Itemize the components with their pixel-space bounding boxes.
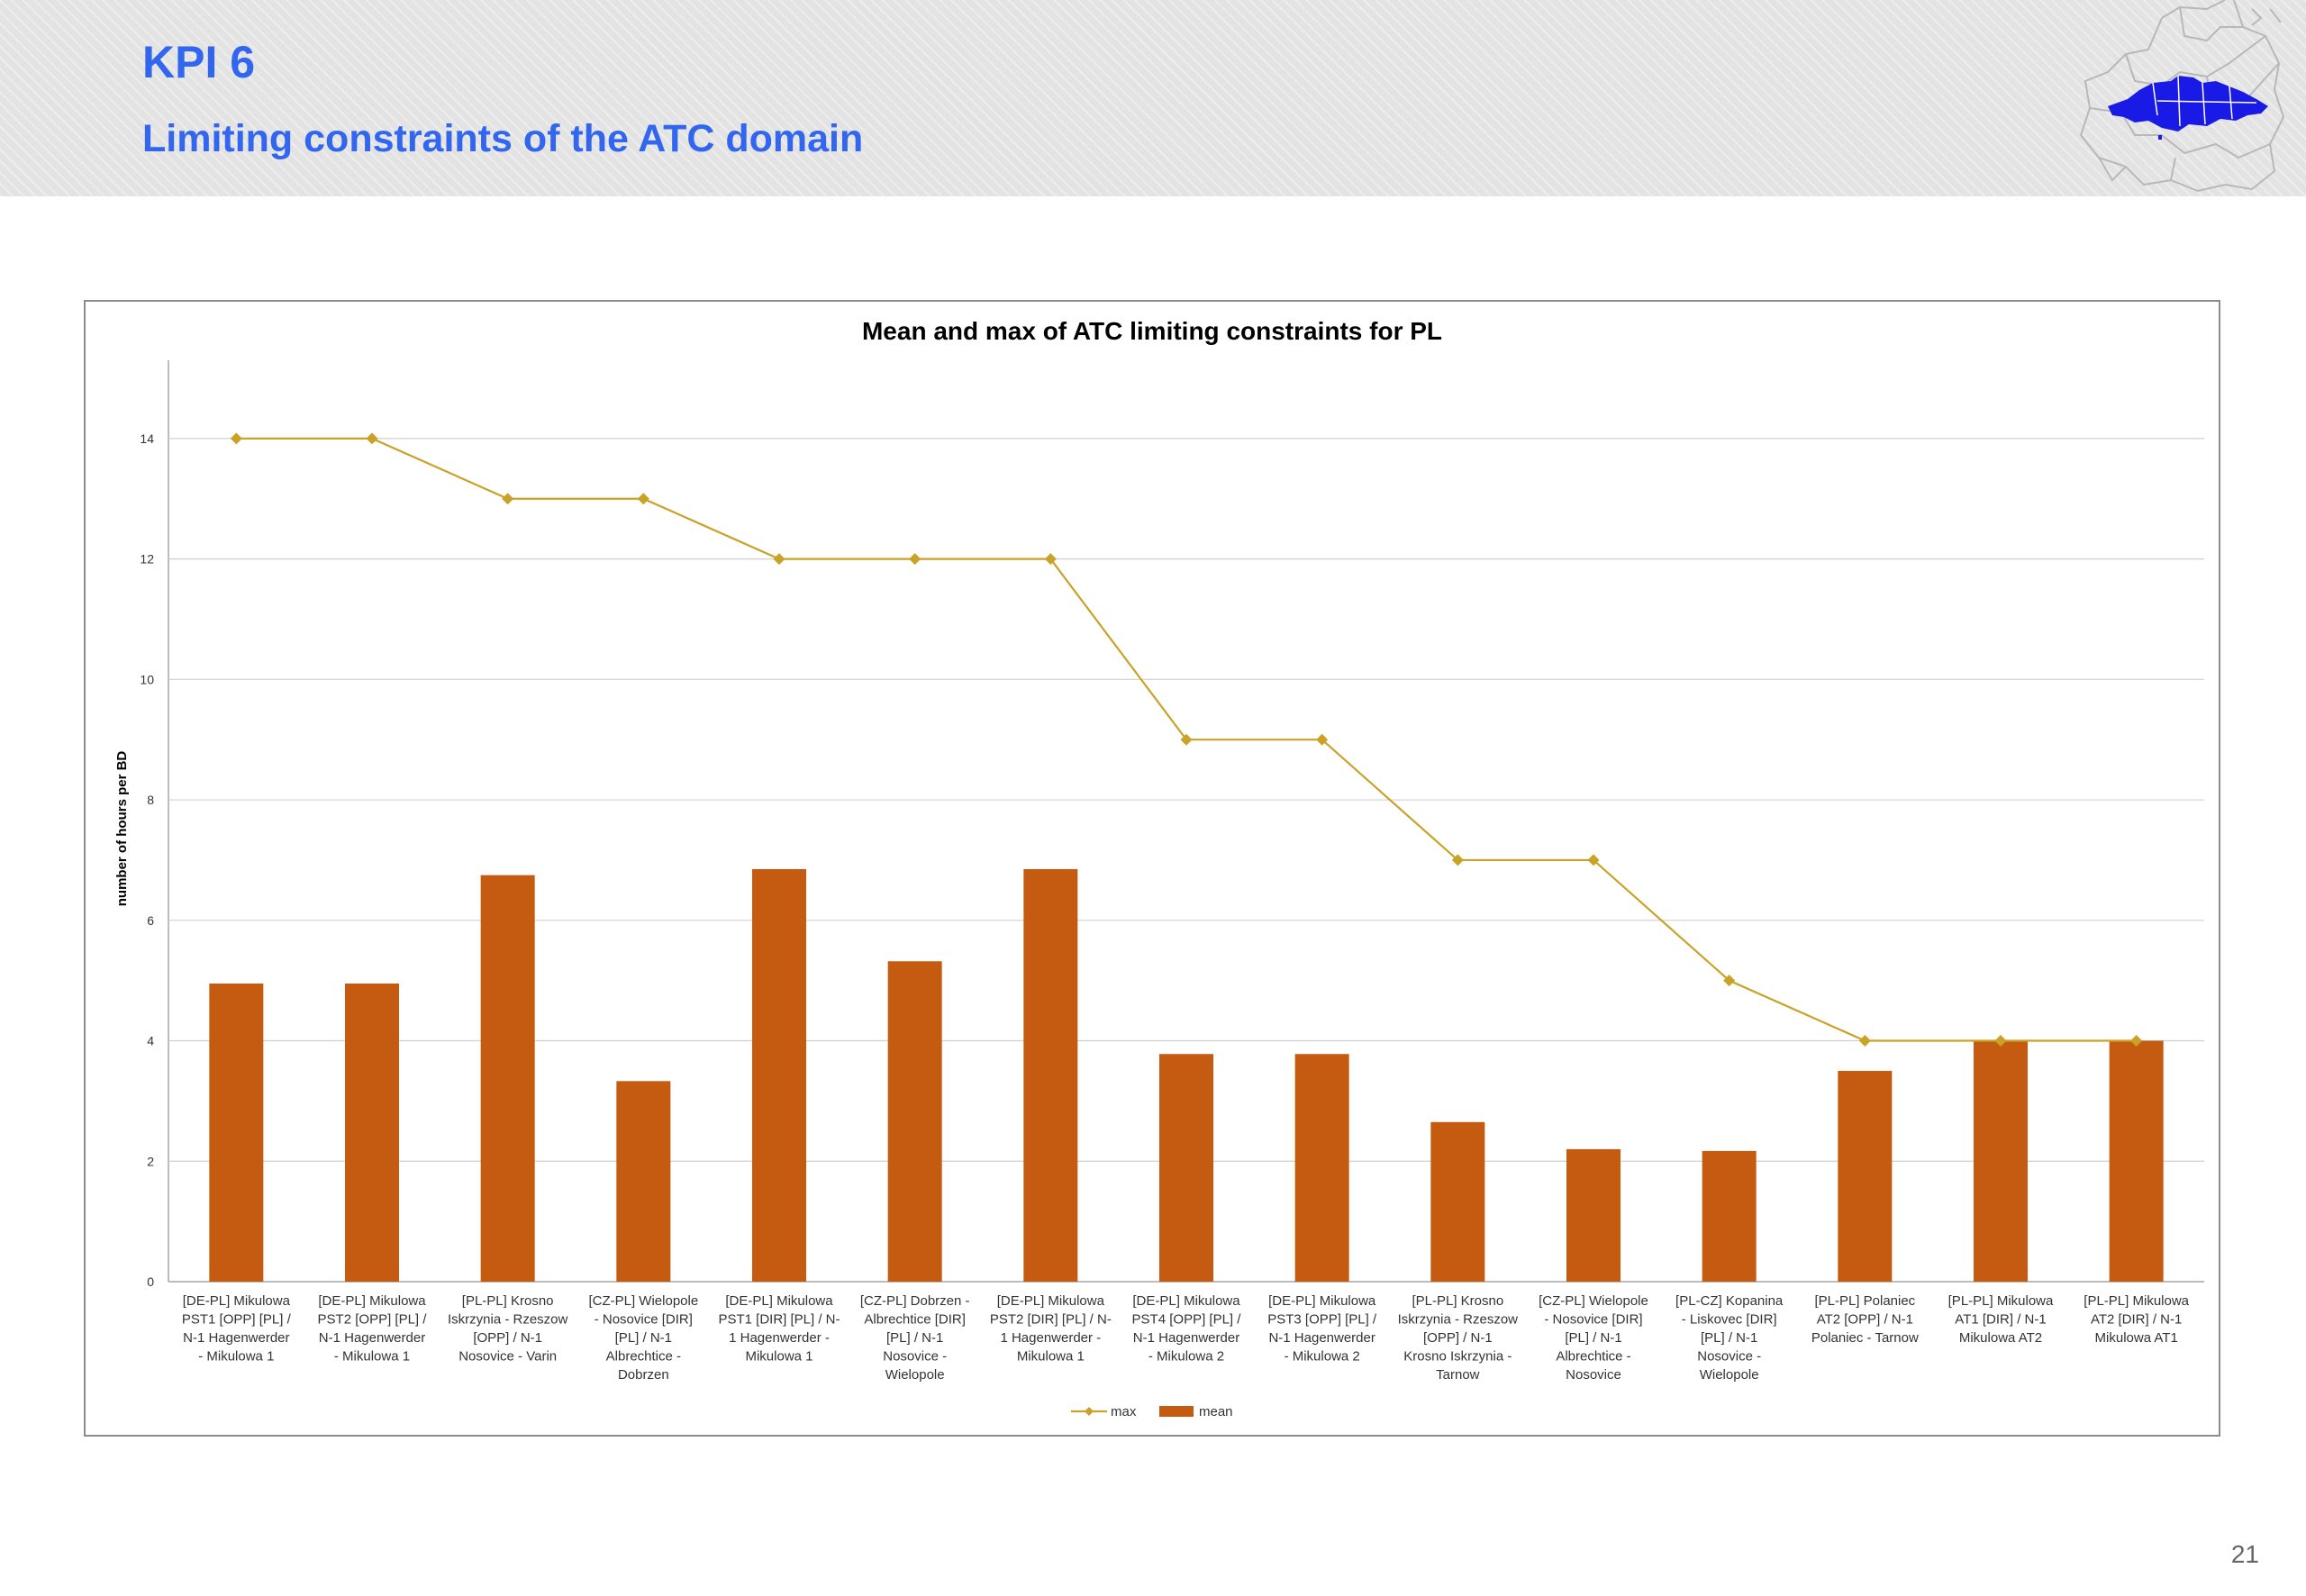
bar-mean <box>2109 1040 2164 1282</box>
marker-max <box>1723 975 1736 987</box>
line-layer <box>230 432 2143 1047</box>
bar-mean <box>1974 1040 2028 1282</box>
bar-mean <box>1159 1054 1213 1282</box>
marker-max <box>1316 733 1329 746</box>
bar-mean <box>752 868 806 1282</box>
y-tick-label: 6 <box>147 913 154 928</box>
marker-max <box>1180 733 1193 746</box>
y-tick-label: 2 <box>147 1154 154 1168</box>
x-tick-label: [DE-PL] Mikulowa PST2 [OPP] [PL] / N-1 Hag… <box>318 1293 428 1365</box>
legend-mean-label: mean <box>1199 1404 1233 1419</box>
x-tick-label: [DE-PL] Mikulowa PST1 [DIR] [PL] / N-1 Ha… <box>718 1293 840 1365</box>
y-axis-label: number of hours per BD <box>114 751 130 907</box>
bar-mean <box>616 1081 671 1282</box>
bars-layer <box>209 868 2164 1282</box>
bar-mean <box>1023 868 1078 1282</box>
x-tick-label: [PL-PL] Mikulowa AT1 [DIR] / N-1 Mikulowa … <box>1948 1293 2054 1346</box>
y-tick-label: 8 <box>147 793 154 807</box>
marker-max <box>1587 854 1600 866</box>
marker-max <box>230 432 242 445</box>
legend-max-label: max <box>1111 1404 1137 1419</box>
marker-max <box>637 493 649 505</box>
bar-mean <box>1702 1150 1757 1282</box>
legend-max-marker <box>1085 1407 1094 1416</box>
y-tick-label: 10 <box>140 672 154 686</box>
legend: max mean <box>1071 1404 1233 1419</box>
y-tick-label: 14 <box>140 431 154 446</box>
y-tick-label: 4 <box>147 1034 154 1048</box>
x-tick-label: [CZ-PL] Wielopole - Nosovice [DIR] [PL] / … <box>588 1293 698 1383</box>
marker-max <box>909 553 921 566</box>
legend-mean-swatch <box>1159 1406 1194 1417</box>
slide-header: KPI 6 Limiting constraints of the ATC do… <box>0 0 2306 196</box>
x-tick-label: [DE-PL] Mikulowa PST4 [OPP] [PL] / N-1 Hag… <box>1132 1293 1242 1365</box>
x-tick-label: [CZ-PL] Dobrzen -Albrechtice [DIR] [PL] /… <box>860 1293 970 1383</box>
bar-mean <box>480 875 535 1282</box>
slide-title: KPI 6 <box>142 37 256 87</box>
x-tick-labels: [DE-PL] Mikulowa PST1 [OPP] [PL] / N-1 Hag… <box>182 1293 2190 1383</box>
x-tick-label: [DE-PL] Mikulowa PST2 [DIR] [PL] / N-1 Ha… <box>990 1293 1112 1365</box>
marker-max <box>1858 1035 1871 1047</box>
chart-frame: Mean and max of ATC limiting constraints… <box>84 300 2220 1437</box>
marker-max <box>1994 1035 2007 1047</box>
x-tick-label: [PL-PL] Krosno Iskrzynia - Rzeszow [OPP] /… <box>448 1293 568 1365</box>
bar-mean <box>209 984 264 1282</box>
bar-mean <box>887 961 942 1282</box>
x-tick-label: [PL-PL] Mikulowa AT2 [DIR] / N-1 Mikulowa … <box>2084 1293 2189 1346</box>
europe-map-logo-icon <box>2079 0 2285 193</box>
x-tick-label: [PL-PL] Krosno Iskrzynia - Rzeszow [OPP] /… <box>1398 1293 1519 1383</box>
marker-max <box>773 553 785 566</box>
marker-max <box>1451 854 1464 866</box>
x-tick-label: [CZ-PL] Wielopole - Nosovice [DIR] [PL] / … <box>1539 1293 1648 1383</box>
bar-mean <box>1838 1070 1893 1282</box>
page-number: 21 <box>2230 1540 2259 1568</box>
x-tick-label: [PL-PL] Polaniec AT2 [OPP] / N-1 Polaniec … <box>1811 1293 1919 1346</box>
x-tick-label: [PL-CZ] Kopanina - Liskovec [DIR] [PL] / N… <box>1675 1293 1784 1383</box>
marker-max <box>1044 553 1057 566</box>
bar-mean <box>1430 1121 1485 1282</box>
marker-max <box>366 432 378 445</box>
slide-subtitle: Limiting constraints of the ATC domain <box>142 117 864 160</box>
marker-max <box>2130 1035 2143 1047</box>
bar-mean <box>1566 1148 1621 1282</box>
marker-max <box>502 493 514 505</box>
y-tick-label: 0 <box>147 1274 154 1289</box>
chart-svg: Mean and max of ATC limiting constraints… <box>114 317 2204 1419</box>
x-tick-label: [DE-PL] Mikulowa PST3 [OPP] [PL] / N-1 Hag… <box>1267 1293 1377 1365</box>
y-tick-label: 12 <box>140 552 154 567</box>
chart-title: Mean and max of ATC limiting constraints… <box>862 317 1442 345</box>
x-tick-label: [DE-PL] Mikulowa PST1 [OPP] [PL] / N-1 Hag… <box>182 1293 292 1365</box>
bar-mean <box>1294 1054 1349 1282</box>
bar-mean <box>345 984 399 1282</box>
